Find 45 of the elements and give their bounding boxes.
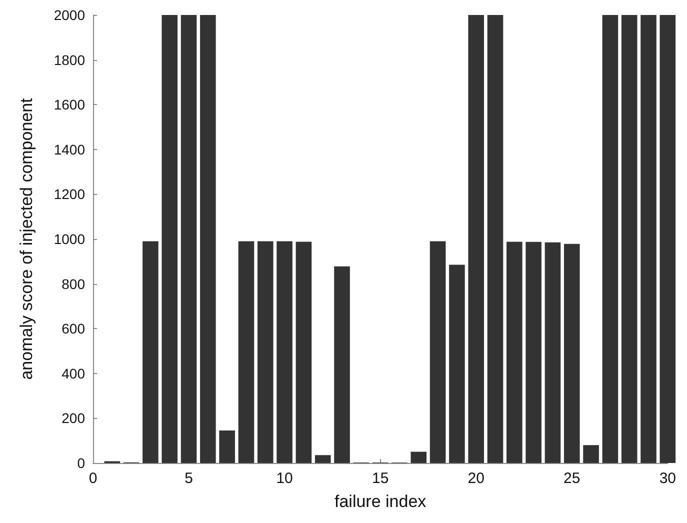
y-tick-label: 600 xyxy=(62,320,86,337)
bar xyxy=(640,15,656,463)
x-tick-label: 0 xyxy=(88,470,98,487)
bar xyxy=(180,15,197,463)
bar xyxy=(602,15,618,463)
bar xyxy=(583,445,599,463)
bar xyxy=(410,452,427,463)
bar xyxy=(506,242,522,463)
x-axis-title: failure index xyxy=(334,492,427,511)
y-axis-title: anomaly score of injected component xyxy=(17,98,36,380)
x-tick-label: 20 xyxy=(468,470,484,487)
y-tick-label: 1800 xyxy=(54,52,86,68)
bar xyxy=(660,15,676,463)
bar xyxy=(487,15,504,463)
y-tick-label: 1400 xyxy=(54,141,86,158)
x-tick-label: 15 xyxy=(372,470,389,487)
y-tick-label: 1600 xyxy=(54,96,86,113)
bar xyxy=(219,430,235,463)
bar xyxy=(276,241,292,463)
y-tick-label: 800 xyxy=(62,276,86,292)
bar xyxy=(430,241,446,463)
bar xyxy=(449,264,465,463)
bar xyxy=(526,242,542,463)
y-tick-label: 1000 xyxy=(54,231,86,247)
bar xyxy=(162,15,178,463)
bar xyxy=(258,241,274,463)
bar xyxy=(468,15,484,463)
y-tick-label: 0 xyxy=(77,455,86,471)
bar xyxy=(200,15,216,463)
bar xyxy=(296,242,312,463)
y-tick-label: 400 xyxy=(62,365,86,382)
bar xyxy=(314,455,331,463)
bar xyxy=(544,242,561,463)
x-tick-label: 10 xyxy=(276,470,293,487)
x-tick-label: 30 xyxy=(659,470,676,487)
bar xyxy=(238,241,254,463)
bar xyxy=(334,266,350,463)
bar xyxy=(564,244,580,463)
x-tick-label: 25 xyxy=(564,470,580,487)
x-tick-label: 5 xyxy=(184,470,193,487)
y-tick-label: 1200 xyxy=(54,186,86,202)
y-tick-label: 2000 xyxy=(54,7,86,23)
y-tick-label: 200 xyxy=(62,410,86,426)
bar xyxy=(621,15,638,463)
bar xyxy=(142,241,158,463)
